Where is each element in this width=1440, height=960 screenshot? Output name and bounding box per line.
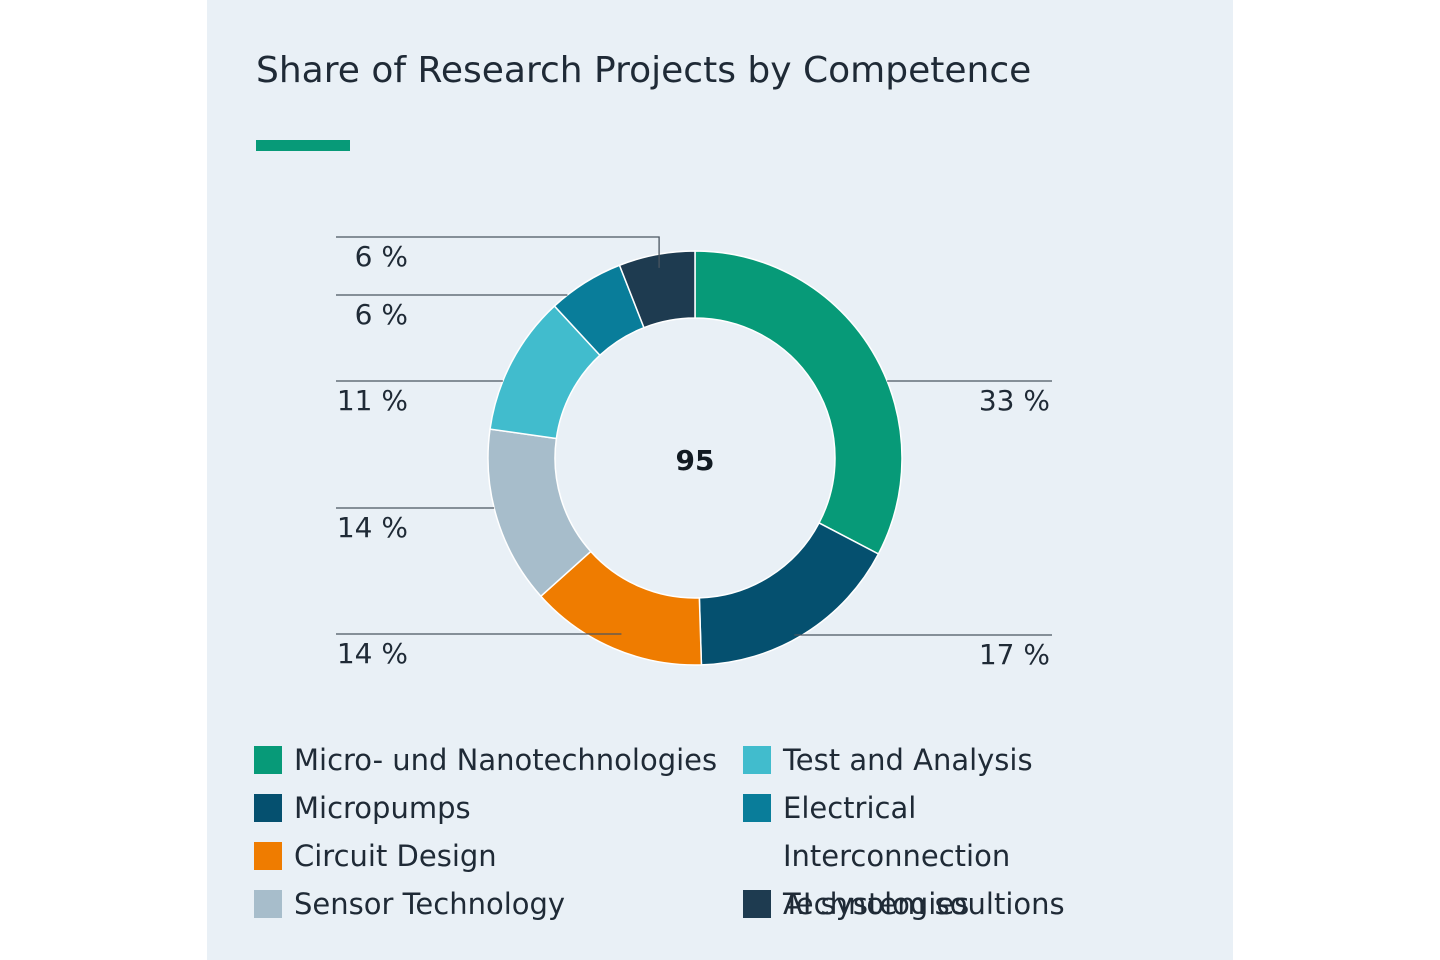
legend-item: AI system soultions [743, 880, 1065, 928]
donut-slice [618, 250, 696, 329]
value-label: 33 % [979, 384, 1050, 417]
legend-swatch [254, 746, 282, 774]
value-label: 14 % [337, 511, 408, 544]
legend-swatch [743, 890, 771, 918]
legend-item: Micro- und Nanotechnologies [254, 736, 717, 784]
legend-label: Electrical Interconnection Technologies [783, 791, 1011, 921]
legend-label: Micropumps [294, 791, 471, 825]
legend-label: Test and Analysis [783, 743, 1033, 777]
value-label: 14 % [337, 637, 408, 670]
value-label: 6 % [355, 298, 408, 331]
legend-item: Test and Analysis [743, 736, 1033, 784]
legend-swatch [743, 746, 771, 774]
legend-swatch [254, 794, 282, 822]
center-total-label: 95 [676, 444, 715, 477]
legend-label: AI system soultions [783, 887, 1065, 921]
legend-swatch [254, 842, 282, 870]
leader-line [336, 236, 660, 268]
legend-item: Circuit Design [254, 832, 497, 880]
donut-slice [694, 250, 903, 555]
legend-swatch [254, 890, 282, 918]
legend-label: Sensor Technology [294, 887, 566, 921]
donut-slice [698, 521, 880, 666]
title-accent-bar [256, 140, 350, 151]
legend-item: Electrical Interconnection Technologies [743, 784, 1133, 928]
value-label: 6 % [355, 240, 408, 273]
value-label: 11 % [337, 384, 408, 417]
legend-item: Sensor Technology [254, 880, 565, 928]
legend-item: Micropumps [254, 784, 471, 832]
legend-label: Circuit Design [294, 839, 497, 873]
value-label: 17 % [979, 638, 1050, 671]
chart-panel [207, 0, 1233, 960]
legend-swatch [743, 794, 771, 822]
legend-label: Micro- und Nanotechnologies [294, 743, 718, 777]
chart-title: Share of Research Projects by Competence [256, 50, 1032, 91]
